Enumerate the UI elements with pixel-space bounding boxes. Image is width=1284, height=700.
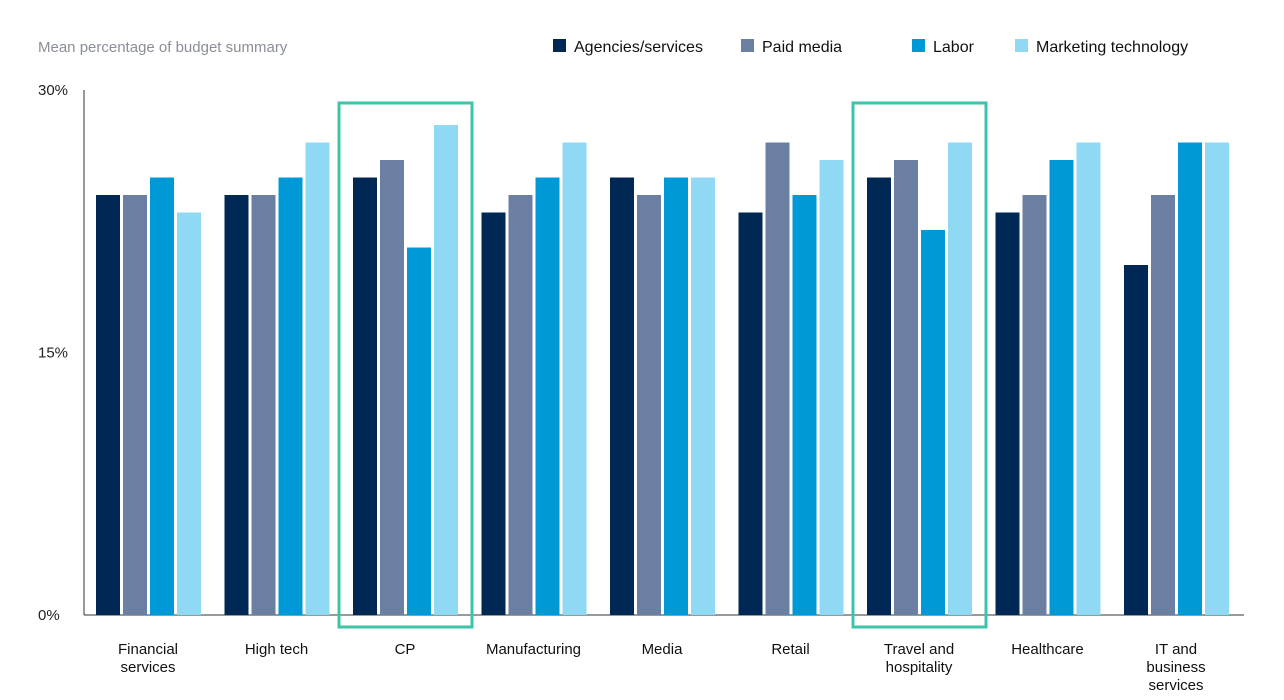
bar [1178, 142, 1202, 615]
x-category-label: Manufacturing [486, 641, 581, 658]
bar [251, 195, 276, 615]
bar [177, 212, 201, 615]
bar [691, 177, 715, 615]
bar [562, 142, 587, 615]
bar [1049, 160, 1074, 615]
x-category-label: IT and business services [1146, 641, 1205, 694]
bar [123, 195, 147, 615]
bar [819, 160, 844, 615]
bar [434, 125, 458, 615]
bar [353, 177, 377, 615]
x-category-label: CP [395, 641, 416, 658]
bar [481, 212, 506, 615]
bar [1022, 195, 1047, 615]
bar [765, 142, 790, 615]
legend-swatch [553, 39, 566, 52]
legend-swatch [912, 39, 925, 52]
bar [1124, 265, 1148, 615]
bar [305, 142, 330, 615]
x-category-label: High tech [245, 641, 308, 658]
chart-subtitle: Mean percentage of budget summary [38, 39, 288, 56]
bar [535, 177, 560, 615]
x-category-label: Healthcare [1011, 641, 1084, 658]
bar [738, 212, 763, 615]
bar [1076, 142, 1101, 615]
bar [150, 177, 174, 615]
bar [637, 195, 661, 615]
legend-swatch [741, 39, 754, 52]
bar [867, 177, 891, 615]
y-tick-label: 30% [38, 82, 68, 99]
bar [224, 195, 249, 615]
bar [664, 177, 688, 615]
bar [278, 177, 303, 615]
bar [921, 230, 945, 615]
bar [96, 195, 120, 615]
x-category-label: Media [642, 641, 684, 658]
y-tick-label: 0% [38, 607, 60, 624]
legend-label: Labor [933, 39, 975, 56]
bar [508, 195, 533, 615]
y-tick-label: 15% [38, 345, 68, 362]
legend-swatch [1015, 39, 1028, 52]
bar [1205, 142, 1229, 615]
legend-label: Marketing technology [1036, 39, 1188, 56]
bar [610, 177, 634, 615]
x-category-label: Travel and hospitality [884, 641, 954, 676]
bar [948, 142, 972, 615]
x-category-label: Retail [771, 641, 809, 658]
bar [792, 195, 817, 615]
x-category-label: Financial services [118, 641, 178, 676]
bar [407, 247, 431, 615]
highlight-box [851, 101, 988, 629]
legend-label: Paid media [762, 39, 842, 56]
bar [894, 160, 918, 615]
bar [1151, 195, 1175, 615]
bar [380, 160, 404, 615]
bar [995, 212, 1020, 615]
highlight-box [337, 101, 474, 629]
legend-label: Agencies/services [574, 39, 703, 56]
